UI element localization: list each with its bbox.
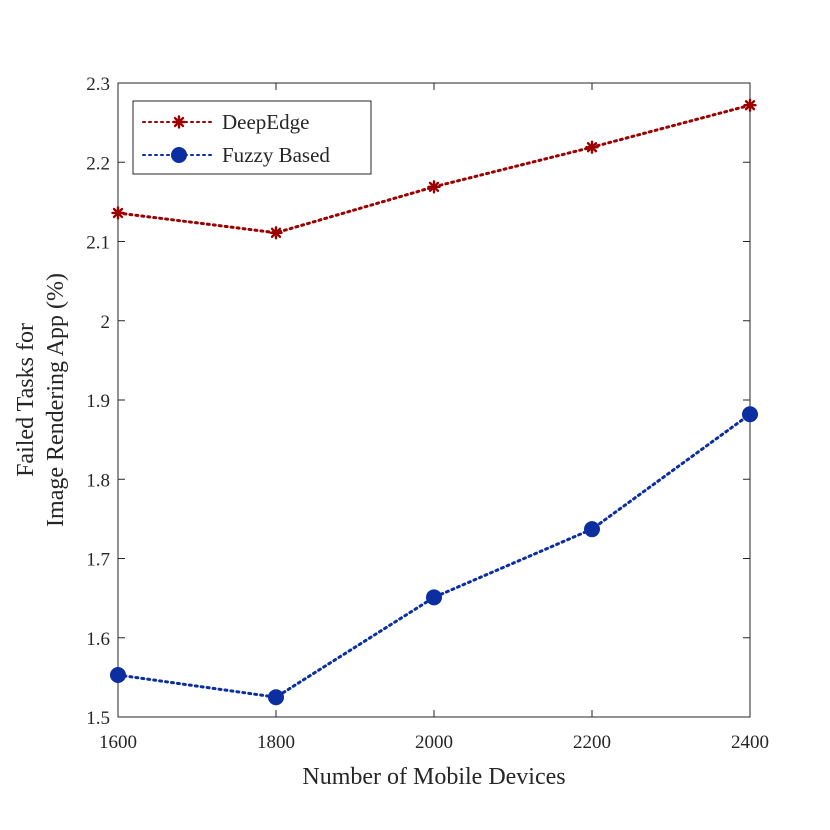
legend-marker <box>171 147 187 163</box>
axes: 1600 1800 2000 2200 2400 1.5 1.6 1.7 1.8 1.9 2 2.1 2… <box>86 74 769 753</box>
y-tick-label: 1.7 <box>86 550 110 571</box>
y-axis-label-line-1: Failed Tasks for <box>13 323 39 477</box>
y-tick-label: 2 <box>101 312 111 333</box>
legend-entry: DeepEdge <box>142 110 309 134</box>
x-axis-label: Number of Mobile Devices <box>302 764 565 790</box>
legend: DeepEdge Fuzzy Based <box>132 100 372 175</box>
data-point <box>585 140 599 154</box>
legend-label: Fuzzy Based <box>222 143 330 167</box>
series-layer <box>110 98 758 706</box>
data-point <box>269 226 283 240</box>
x-tick-label: 1800 <box>257 732 295 753</box>
legend-label: DeepEdge <box>222 110 309 134</box>
y-tick-label: 2.3 <box>86 74 110 95</box>
x-tick-label: 1600 <box>99 732 137 753</box>
y-tick-label: 1.9 <box>86 391 110 412</box>
y-tick-label: 2.2 <box>86 153 110 174</box>
series-deepedge <box>111 98 757 240</box>
data-point <box>111 206 125 220</box>
legend-box <box>132 100 372 175</box>
legend-marker <box>172 115 186 129</box>
y-tick-label: 1.5 <box>86 708 110 729</box>
series-fuzzy-based <box>110 406 758 706</box>
y-tick-label: 1.8 <box>86 470 110 491</box>
y-tick-label: 2.1 <box>86 233 110 254</box>
y-axis-label-line-2: Image Rendering App (%) <box>43 273 69 527</box>
data-point <box>742 406 758 423</box>
data-point <box>427 180 441 194</box>
legend-entry: Fuzzy Based <box>142 143 330 167</box>
series-line <box>116 412 752 699</box>
data-point <box>110 666 126 683</box>
x-tick-label: 2000 <box>415 732 453 753</box>
y-tick-label: 1.6 <box>86 629 110 650</box>
data-point <box>426 589 442 606</box>
x-tick-label: 2200 <box>573 732 611 753</box>
data-point <box>268 689 284 706</box>
data-point <box>743 98 757 112</box>
data-point <box>584 521 600 538</box>
x-tick-label: 2400 <box>731 732 769 753</box>
